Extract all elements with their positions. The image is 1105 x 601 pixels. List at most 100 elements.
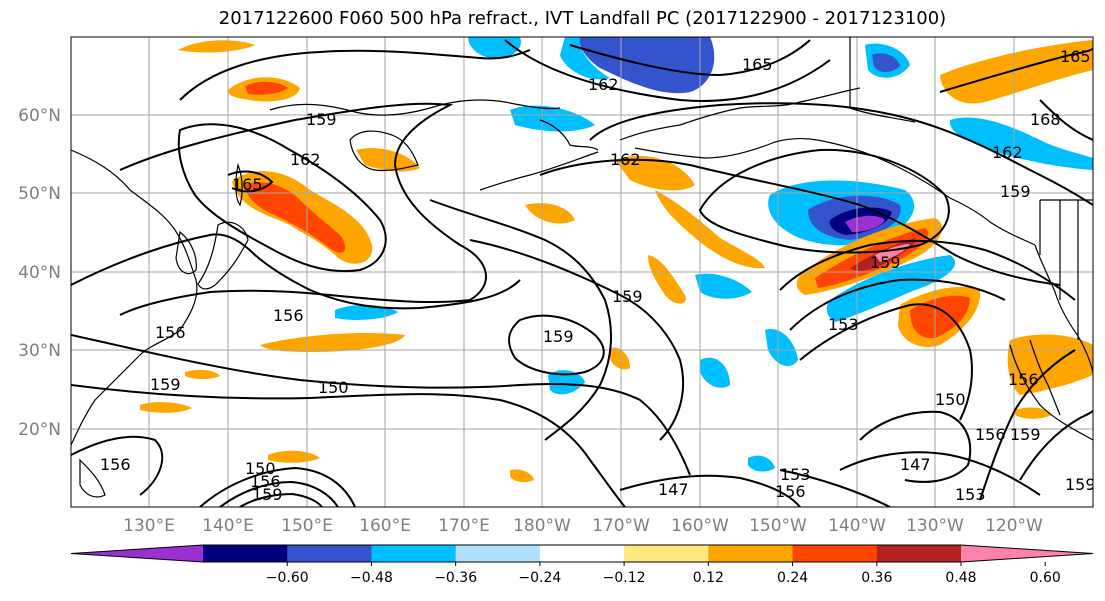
colorbar-tick-label: 0.24 xyxy=(777,570,808,586)
contour-label: 147 xyxy=(900,455,931,474)
coast-baja xyxy=(1029,339,1061,416)
contour-ne-ridge xyxy=(779,239,1076,301)
colorbar-tick-label: −0.24 xyxy=(518,570,561,586)
contour-sw-c xyxy=(219,480,339,507)
contour-label: 156 xyxy=(775,482,806,501)
contour-label: 156 xyxy=(100,455,131,474)
contour-label: 156 xyxy=(975,425,1006,444)
coast-uswest xyxy=(1034,244,1093,373)
shade-blue-alaska xyxy=(872,53,900,72)
shade-cyan-arctic xyxy=(560,37,610,80)
contour-153-mid xyxy=(71,334,691,476)
contour-162-ne xyxy=(589,102,1093,206)
contour-ne-canada xyxy=(939,47,1093,93)
coast-siberia-n xyxy=(269,99,561,116)
coastlines xyxy=(71,37,1093,498)
shade-orange-kam xyxy=(356,148,420,172)
coast-chukotka xyxy=(539,119,599,151)
contour-label: 159 xyxy=(1010,425,1041,444)
colorbar-tick-label: −0.48 xyxy=(350,570,393,586)
map-frame xyxy=(70,36,1094,508)
lon-label: 150°W xyxy=(749,516,807,536)
contour-label: 156 xyxy=(1008,370,1039,389)
contour-label: 150 xyxy=(318,378,349,397)
colorbar-tick-label: 0.60 xyxy=(1030,570,1061,586)
contour-label: 153 xyxy=(780,465,811,484)
contour-153-ne xyxy=(789,278,1006,331)
contour-147-s xyxy=(619,474,801,507)
contour-label: 159 xyxy=(252,485,283,504)
contour-label: 159 xyxy=(150,375,181,394)
shade-orange-subtrop xyxy=(260,333,405,352)
border-us-states xyxy=(1039,200,1079,340)
shade-cyan-sub2 xyxy=(695,273,752,299)
shade-purple-ne xyxy=(845,215,885,232)
colorbar-segment xyxy=(792,545,878,562)
contour-159-ne xyxy=(539,158,1061,286)
lon-label: 170°E xyxy=(438,516,490,536)
lat-label: 20°N xyxy=(18,420,61,440)
contour-label: 162 xyxy=(588,75,619,94)
contour-156-asia xyxy=(71,233,521,310)
lon-label: 150°E xyxy=(281,516,333,536)
shade-orange-canada xyxy=(940,40,1093,104)
coast-philippines xyxy=(79,458,106,498)
colorbar-segment xyxy=(624,545,709,562)
shade-orange-sw1 xyxy=(140,402,192,413)
contour-159-asia xyxy=(119,102,487,316)
contour-ne-low xyxy=(698,148,950,254)
coast-alaska-w xyxy=(619,87,861,141)
contour-150-mid xyxy=(71,384,626,507)
contour-156-mid xyxy=(469,239,684,441)
contour-label: 150 xyxy=(935,390,966,409)
shade-cyan-se xyxy=(748,455,775,472)
contour-label: 165 xyxy=(232,175,263,194)
lon-label: 160°E xyxy=(359,516,411,536)
lat-label: 50°N xyxy=(18,184,61,204)
coast-kamchatka xyxy=(349,130,419,172)
shade-orange-sub5 xyxy=(610,347,630,370)
colorbar-tick-label: 0.48 xyxy=(945,570,976,586)
colorbar-segment xyxy=(539,545,625,562)
shade-orange-s2 xyxy=(1015,407,1052,419)
coast-bc xyxy=(949,197,1036,246)
latitude-labels: 60°N 50°N 40°N 30°N 20°N xyxy=(18,106,61,440)
contour-168-canada xyxy=(1039,99,1093,141)
contour-label: 159 xyxy=(543,327,574,346)
shade-cyan-sub6 xyxy=(700,357,730,388)
colorbar-tick-label: 0.12 xyxy=(693,570,724,586)
coast-aleutian xyxy=(479,151,599,191)
shade-red-japan xyxy=(245,182,346,253)
shaded-regions xyxy=(140,37,1093,483)
contour-label: 159 xyxy=(870,253,901,272)
contour-sw-d xyxy=(239,492,323,507)
contour-sw-a xyxy=(71,435,164,496)
contour-label: 162 xyxy=(610,150,641,169)
colorbar-tick-label: −0.60 xyxy=(266,570,309,586)
lat-label: 60°N xyxy=(18,106,61,126)
contour-165-asia xyxy=(227,170,274,193)
colorbar-segment xyxy=(371,545,457,562)
contour-sw-b xyxy=(199,466,356,507)
lon-label: 120°W xyxy=(985,516,1043,536)
coast-mexico xyxy=(1009,344,1093,441)
contour-label: 153 xyxy=(828,315,859,334)
contour-label-group: 162 165 159 162 162 165 168 162 159 165 … xyxy=(100,47,1093,504)
lon-label: 170°W xyxy=(592,516,650,536)
shade-cyan-canada xyxy=(949,117,1093,170)
map-title: 2017122600 F060 500 hPa refract., IVT La… xyxy=(218,8,947,29)
contour-label: 168 xyxy=(1030,110,1061,129)
contour-165-top xyxy=(569,39,811,77)
contour-label: 162 xyxy=(290,150,321,169)
contour-162-asia xyxy=(177,123,387,272)
coast-asia xyxy=(71,149,198,446)
contour-156-se xyxy=(779,469,891,507)
contour-label: 156 xyxy=(250,472,281,491)
lon-label: 160°W xyxy=(671,516,729,536)
lat-label: 30°N xyxy=(18,341,61,361)
contour-159-mid xyxy=(508,314,605,376)
coast-japan xyxy=(197,221,249,290)
contour-150-se xyxy=(799,303,973,421)
contour-label: 147 xyxy=(658,480,689,499)
